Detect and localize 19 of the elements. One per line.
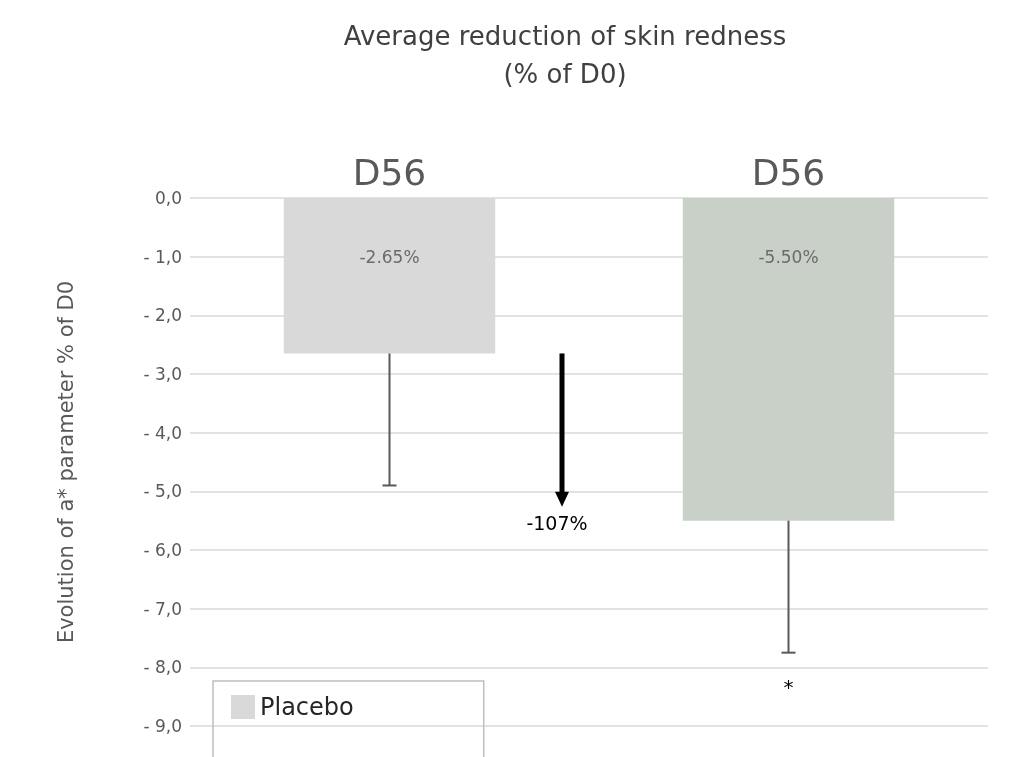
annotation: -107% <box>526 511 588 534</box>
chart-title: Average reduction of skin redness (% of D0) <box>343 21 787 89</box>
y-tick-label: - 8,0 <box>143 657 182 678</box>
y-axis-title: Evolution of a* parameter % of D0 <box>54 280 78 644</box>
y-tick-label: - 4,0 <box>143 422 182 443</box>
data-label: -5.50% <box>758 246 819 267</box>
y-tick-label: - 7,0 <box>143 598 182 619</box>
y-tick-label: - 5,0 <box>143 481 182 502</box>
legend-label: Placebo <box>260 693 354 721</box>
y-tick-label: - 6,0 <box>143 540 182 560</box>
y-tick-label: - 2,0 <box>143 305 182 326</box>
y-tick-label: - 1,0 <box>143 246 182 267</box>
y-tick-label: - 3,0 <box>143 364 182 384</box>
x-tick-label: D56 <box>751 151 826 193</box>
y-tick-label: - 9,0 <box>143 716 182 736</box>
data-label: -2.65% <box>359 246 420 267</box>
y-tick-label: 0,0 <box>154 188 182 208</box>
annotation: * <box>783 674 794 699</box>
x-tick-label: D56 <box>352 151 427 193</box>
